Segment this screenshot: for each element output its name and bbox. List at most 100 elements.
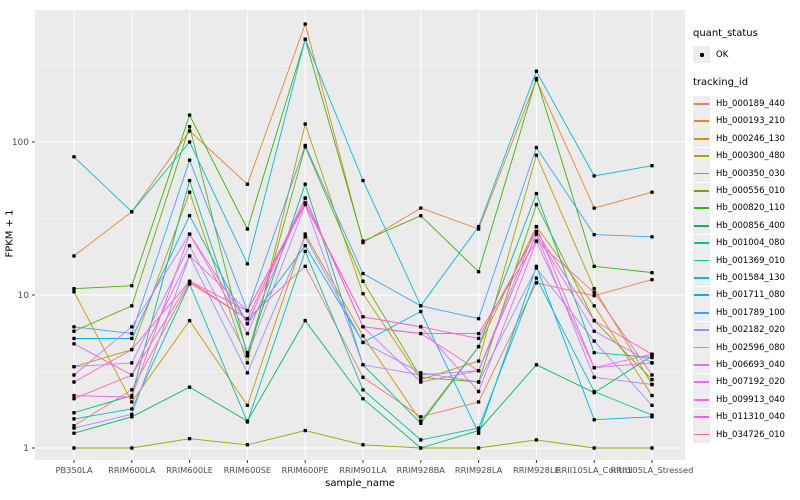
legend-item: Hb_002182_020: [693, 321, 799, 339]
data-point: [476, 269, 481, 274]
data-point: [187, 385, 192, 389]
data-point: [245, 443, 250, 447]
data-point: [303, 196, 307, 200]
legend-item: Hb_001369_010: [693, 252, 799, 270]
series-color-swatch: [694, 329, 709, 331]
legend-item: Hb_007192_020: [693, 373, 799, 391]
data-point: [650, 277, 654, 282]
series-color-swatch: [694, 398, 709, 401]
legend-item: Hb_000246_130: [693, 130, 799, 148]
legend-key-box: [693, 252, 710, 270]
data-point: [650, 355, 654, 360]
data-point: [476, 431, 481, 435]
data-point: [476, 317, 481, 321]
data-point: [72, 290, 76, 294]
data-point: [592, 304, 596, 308]
x-tick-label: RRIM600PE: [282, 465, 329, 475]
data-point: [72, 446, 76, 450]
legend-key-box: [693, 112, 710, 130]
data-point: [534, 266, 539, 270]
legend-item-label: Hb_001369_010: [716, 255, 785, 266]
data-point: [476, 426, 481, 430]
data-point: [303, 182, 307, 186]
legend-item: Hb_034726_010: [693, 426, 799, 443]
legend-item-label: Hb_001004_080: [716, 238, 785, 249]
legend-key-box: [693, 321, 710, 339]
data-point: [534, 224, 539, 229]
data-point: [419, 438, 423, 442]
data-point: [650, 190, 654, 194]
data-point: [534, 153, 539, 157]
data-point: [476, 224, 481, 229]
data-point: [361, 388, 365, 392]
series-color-swatch: [694, 363, 709, 366]
data-point: [419, 373, 423, 377]
data-point: [419, 213, 423, 218]
data-point: [245, 262, 250, 266]
x-tick-label: RRII105LA_Control: [556, 465, 633, 475]
legend-key-box: [693, 304, 710, 322]
legend-key-box: [693, 165, 710, 183]
x-tick-label: RRIM928LA: [455, 465, 503, 475]
x-tick-label: RRIM928BA: [397, 465, 446, 475]
data-point: [650, 235, 654, 239]
data-point: [592, 293, 596, 298]
legend-key-box: [693, 391, 710, 409]
data-point: [476, 400, 481, 404]
data-point: [476, 344, 481, 349]
data-point: [72, 336, 76, 341]
data-point: [419, 309, 423, 314]
legend-key-box: [693, 356, 710, 374]
data-point: [361, 291, 365, 296]
data-point: [361, 334, 365, 338]
data-point: [245, 308, 250, 313]
data-point: [592, 318, 596, 323]
legend-item-label: Hb_000350_030: [716, 168, 785, 179]
y-tick-label: 100: [12, 138, 29, 148]
legend-key-box: [693, 426, 710, 443]
data-point: [592, 350, 596, 355]
legend-item: Hb_000350_030: [693, 165, 799, 183]
legend-item: Hb_009913_040: [693, 391, 799, 409]
data-point: [419, 415, 423, 419]
series-color-swatch: [694, 276, 709, 279]
data-point: [476, 389, 481, 394]
data-point: [187, 213, 192, 218]
legend-item-label: Hb_011310_040: [716, 412, 785, 423]
legend-item: Hb_000300_480: [693, 147, 799, 165]
data-point: [72, 254, 76, 258]
data-point: [130, 388, 134, 392]
data-point: [130, 325, 134, 329]
legend-item: Hb_000856_400: [693, 217, 799, 235]
data-point: [187, 279, 192, 283]
x-tick-label: PB350LA: [55, 465, 92, 475]
legend-item-label: Hb_000193_210: [716, 116, 785, 127]
data-point: [419, 421, 423, 426]
data-point: [130, 361, 134, 365]
data-point: [187, 190, 192, 194]
x-tick-label: RRIM901LA: [339, 465, 387, 475]
legend-item-label: Hb_002596_080: [716, 342, 785, 353]
series-color-swatch: [694, 155, 709, 158]
data-point: [534, 239, 539, 243]
series-color-swatch: [694, 433, 709, 436]
legend-key-box: [693, 217, 710, 235]
legend-item: Hb_002596_080: [693, 339, 799, 357]
legend-item: Hb_000193_210: [693, 112, 799, 130]
data-point: [592, 375, 596, 379]
data-point: [72, 417, 76, 421]
legend-item: Hb_006693_040: [693, 356, 799, 374]
legend-item: Hb_001789_100: [693, 304, 799, 322]
series-color-swatch: [694, 172, 709, 175]
legend-item: Hb_001711_080: [693, 286, 799, 304]
data-point: [303, 235, 307, 239]
data-point: [130, 284, 134, 288]
data-point: [476, 359, 481, 363]
legend-item: Hb_001584_130: [693, 269, 799, 287]
data-point: [650, 373, 654, 377]
data-point: [187, 178, 192, 183]
legend-item-label: Hb_000189_440: [716, 99, 785, 110]
quant-status-legend: quant_status OK: [693, 28, 799, 64]
legend-key-box: [693, 339, 710, 357]
data-point: [130, 395, 134, 399]
